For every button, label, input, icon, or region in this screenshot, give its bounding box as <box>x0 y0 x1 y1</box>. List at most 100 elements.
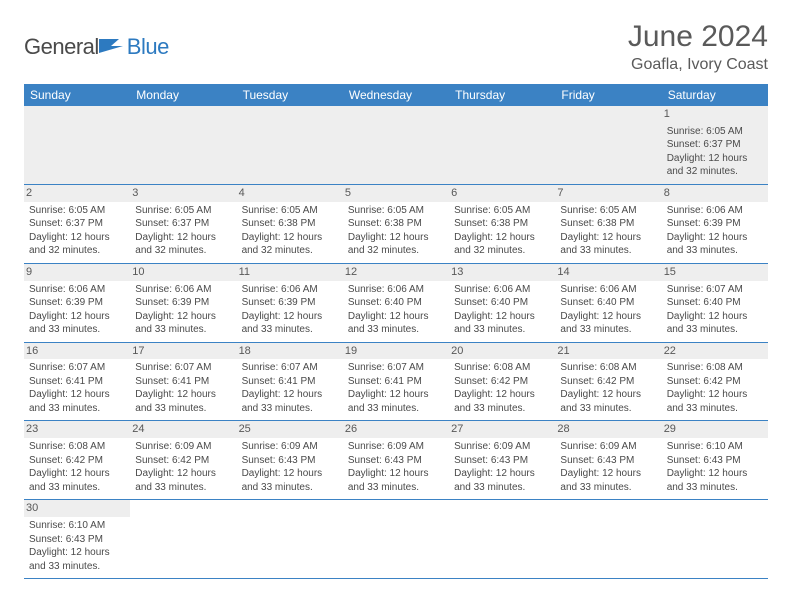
cell-line: Sunrise: 6:06 AM <box>29 283 125 297</box>
cell-line: Sunrise: 6:05 AM <box>454 204 550 218</box>
cell-line: Sunset: 6:42 PM <box>667 375 763 389</box>
page-subtitle: Goafla, Ivory Coast <box>628 56 768 74</box>
day-number: 19 <box>343 343 449 360</box>
cell-line: Daylight: 12 hours <box>667 467 763 481</box>
cell-line: Sunrise: 6:09 AM <box>242 440 338 454</box>
cell-line: and 33 minutes. <box>454 323 550 337</box>
cell-line: Daylight: 12 hours <box>135 467 231 481</box>
day-number: 29 <box>662 421 768 438</box>
cell-line: Sunrise: 6:06 AM <box>454 283 550 297</box>
calendar-cell-empty <box>555 106 661 184</box>
day-number: 5 <box>343 185 449 202</box>
cell-line: Daylight: 12 hours <box>29 388 125 402</box>
cell-line: Daylight: 12 hours <box>454 467 550 481</box>
cell-line: and 32 minutes. <box>29 244 125 258</box>
cell-line: and 32 minutes. <box>242 244 338 258</box>
cell-line: Sunrise: 6:09 AM <box>348 440 444 454</box>
cell-line: Sunset: 6:38 PM <box>454 217 550 231</box>
day-header: Tuesday <box>237 84 343 106</box>
cell-line: Sunset: 6:43 PM <box>667 454 763 468</box>
calendar-row: 2Sunrise: 6:05 AMSunset: 6:37 PMDaylight… <box>24 184 768 263</box>
page-title: June 2024 <box>628 20 768 54</box>
cell-line: Sunset: 6:37 PM <box>667 138 763 152</box>
cell-line: and 33 minutes. <box>135 402 231 416</box>
cell-line: Sunrise: 6:06 AM <box>667 204 763 218</box>
cell-line: Daylight: 12 hours <box>242 231 338 245</box>
cell-line: Daylight: 12 hours <box>135 231 231 245</box>
cell-line: Sunrise: 6:05 AM <box>29 204 125 218</box>
calendar-cell: 20Sunrise: 6:08 AMSunset: 6:42 PMDayligh… <box>449 342 555 421</box>
cell-line: and 32 minutes. <box>348 244 444 258</box>
calendar-cell: 10Sunrise: 6:06 AMSunset: 6:39 PMDayligh… <box>130 263 236 342</box>
day-number: 6 <box>449 185 555 202</box>
calendar-cell: 16Sunrise: 6:07 AMSunset: 6:41 PMDayligh… <box>24 342 130 421</box>
cell-line: Sunrise: 6:08 AM <box>560 361 656 375</box>
cell-line: Daylight: 12 hours <box>348 310 444 324</box>
calendar-cell: 27Sunrise: 6:09 AMSunset: 6:43 PMDayligh… <box>449 421 555 500</box>
calendar-cell: 24Sunrise: 6:09 AMSunset: 6:42 PMDayligh… <box>130 421 236 500</box>
day-header: Sunday <box>24 84 130 106</box>
calendar-row: 9Sunrise: 6:06 AMSunset: 6:39 PMDaylight… <box>24 263 768 342</box>
cell-line: Sunrise: 6:05 AM <box>560 204 656 218</box>
day-header: Wednesday <box>343 84 449 106</box>
cell-line: and 33 minutes. <box>560 323 656 337</box>
cell-line: Sunrise: 6:09 AM <box>454 440 550 454</box>
day-number: 15 <box>662 264 768 281</box>
cell-line: Sunrise: 6:06 AM <box>348 283 444 297</box>
flag-icon <box>99 37 125 58</box>
day-number: 7 <box>555 185 661 202</box>
calendar-table: SundayMondayTuesdayWednesdayThursdayFrid… <box>24 84 768 579</box>
day-number: 16 <box>24 343 130 360</box>
cell-line: Sunrise: 6:10 AM <box>667 440 763 454</box>
calendar-cell: 4Sunrise: 6:05 AMSunset: 6:38 PMDaylight… <box>237 184 343 263</box>
logo-word2: Blue <box>127 34 169 60</box>
header: General Blue June 2024 Goafla, Ivory Coa… <box>24 20 768 74</box>
cell-line: Daylight: 12 hours <box>348 467 444 481</box>
calendar-cell: 26Sunrise: 6:09 AMSunset: 6:43 PMDayligh… <box>343 421 449 500</box>
day-number: 28 <box>555 421 661 438</box>
day-number: 13 <box>449 264 555 281</box>
cell-line: and 33 minutes. <box>667 402 763 416</box>
calendar-cell: 7Sunrise: 6:05 AMSunset: 6:38 PMDaylight… <box>555 184 661 263</box>
cell-line: Daylight: 12 hours <box>29 231 125 245</box>
day-header: Friday <box>555 84 661 106</box>
calendar-cell-empty <box>662 500 768 579</box>
cell-line: Sunset: 6:43 PM <box>29 533 125 547</box>
cell-line: Sunrise: 6:07 AM <box>667 283 763 297</box>
day-number: 1 <box>662 106 768 123</box>
cell-line: and 33 minutes. <box>242 323 338 337</box>
day-number: 14 <box>555 264 661 281</box>
cell-line: and 33 minutes. <box>348 323 444 337</box>
cell-line: and 32 minutes. <box>454 244 550 258</box>
cell-line: Sunset: 6:42 PM <box>454 375 550 389</box>
logo: General Blue <box>24 34 169 60</box>
cell-line: Sunrise: 6:08 AM <box>454 361 550 375</box>
cell-line: Daylight: 12 hours <box>135 310 231 324</box>
calendar-cell-empty <box>237 106 343 184</box>
cell-line: and 33 minutes. <box>242 402 338 416</box>
cell-line: Sunrise: 6:06 AM <box>242 283 338 297</box>
cell-line: and 32 minutes. <box>135 244 231 258</box>
cell-line: Daylight: 12 hours <box>242 388 338 402</box>
calendar-cell-empty <box>449 106 555 184</box>
day-number: 4 <box>237 185 343 202</box>
cell-line: Daylight: 12 hours <box>667 388 763 402</box>
cell-line: and 33 minutes. <box>667 481 763 495</box>
cell-line: Sunrise: 6:06 AM <box>560 283 656 297</box>
calendar-cell-empty <box>24 106 130 184</box>
day-number: 12 <box>343 264 449 281</box>
calendar-cell: 28Sunrise: 6:09 AMSunset: 6:43 PMDayligh… <box>555 421 661 500</box>
calendar-cell: 11Sunrise: 6:06 AMSunset: 6:39 PMDayligh… <box>237 263 343 342</box>
day-header: Saturday <box>662 84 768 106</box>
calendar-cell: 8Sunrise: 6:06 AMSunset: 6:39 PMDaylight… <box>662 184 768 263</box>
cell-line: Daylight: 12 hours <box>560 231 656 245</box>
calendar-cell: 18Sunrise: 6:07 AMSunset: 6:41 PMDayligh… <box>237 342 343 421</box>
cell-line: Daylight: 12 hours <box>667 310 763 324</box>
cell-line: Daylight: 12 hours <box>454 388 550 402</box>
cell-line: Sunrise: 6:07 AM <box>348 361 444 375</box>
cell-line: Daylight: 12 hours <box>29 310 125 324</box>
day-number: 11 <box>237 264 343 281</box>
calendar-cell: 3Sunrise: 6:05 AMSunset: 6:37 PMDaylight… <box>130 184 236 263</box>
cell-line: Sunrise: 6:05 AM <box>135 204 231 218</box>
calendar-cell: 5Sunrise: 6:05 AMSunset: 6:38 PMDaylight… <box>343 184 449 263</box>
